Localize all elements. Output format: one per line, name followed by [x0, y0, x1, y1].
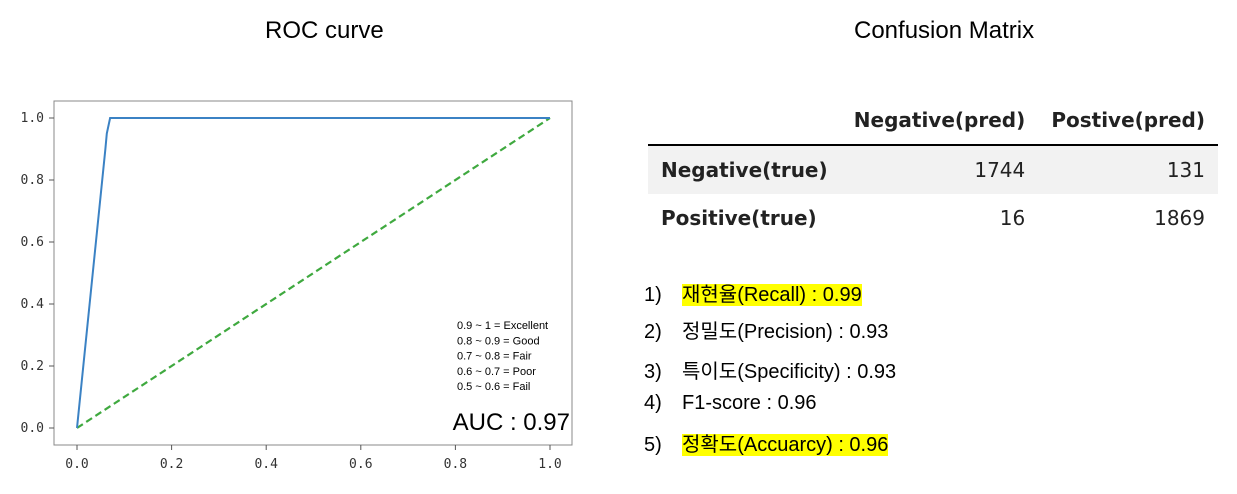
y-tick-label: 0.4	[21, 297, 45, 312]
y-tick-label: 0.8	[21, 173, 44, 188]
column-header: Postive(pred)	[1038, 96, 1218, 146]
confusion-matrix-table: Negative(pred) Postive(pred) Negative(tr…	[648, 96, 1218, 242]
roc-chart-title: ROC curve	[265, 17, 384, 44]
table-row: Positive(true) 16 1869	[648, 194, 1218, 242]
auc-scale-annotation: 0.7 ~ 0.8 = Fair	[457, 351, 532, 363]
auc-label: AUC : 0.97	[453, 409, 570, 436]
metric-number: 5)	[644, 434, 662, 456]
table-cell: 131	[1166, 158, 1205, 182]
roc-chart: 0.0 0.2 0.4 0.6 0.8 1.0 0.0 0.2 0.4 0.6 0.8 1.0 0.9…	[21, 100, 573, 472]
roc-curve-line	[76, 117, 550, 429]
metric-number: 1)	[644, 284, 662, 306]
metric-text: 재현율(Recall) : 0.99	[682, 284, 862, 306]
metric-item: 3) 특이도(Specificity) : 0.93	[644, 355, 896, 384]
metric-text: 특이도(Specificity) : 0.93	[682, 361, 897, 383]
metric-number: 3)	[644, 361, 662, 383]
metric-text: 정확도(Accuarcy) : 0.96	[682, 434, 889, 456]
x-tick-label: 0.8	[444, 457, 467, 472]
x-tick-label: 0.0	[65, 457, 88, 472]
metric-number: 4)	[644, 392, 662, 414]
auc-scale-annotation: 0.9 ~ 1 = Excellent	[457, 320, 548, 332]
x-tick-label: 0.6	[349, 457, 372, 472]
metric-number: 2)	[644, 321, 662, 343]
table-cell: 16	[999, 206, 1026, 230]
metric-text: F1-score : 0.96	[682, 392, 817, 414]
x-tick-label: 1.0	[538, 457, 561, 472]
y-tick-label: 0.0	[21, 421, 44, 436]
table-cell: 1744	[974, 158, 1026, 182]
table-header-row: Negative(pred) Postive(pred)	[648, 96, 1218, 146]
column-header: Negative(pred)	[840, 96, 1039, 146]
confusion-matrix-title: Confusion Matrix	[854, 17, 1035, 44]
auc-scale-annotation: 0.8 ~ 0.9 = Good	[457, 335, 540, 347]
corner-cell	[648, 96, 841, 146]
axis-ticks: 0.0 0.2 0.4 0.6 0.8 1.0 0.0 0.2 0.4 0.6 0.8 1.0	[21, 111, 562, 472]
y-tick-label: 0.2	[21, 359, 44, 374]
chart-lines	[76, 117, 551, 429]
row-header: Positive(true)	[661, 206, 817, 230]
x-tick-label: 0.4	[254, 457, 278, 472]
auc-scale-annotation: 0.5 ~ 0.6 = Fail	[457, 381, 530, 393]
metric-item: 2) 정밀도(Precision) : 0.93	[644, 315, 888, 344]
metric-item: 5) 정확도(Accuarcy) : 0.96	[644, 428, 889, 457]
metric-text: 정밀도(Precision) : 0.93	[682, 321, 889, 343]
table-row: Negative(true) 1744 131	[648, 145, 1218, 194]
table-cell: 1869	[1154, 206, 1205, 230]
x-tick-label: 0.2	[160, 457, 183, 472]
auc-legend-annotations: 0.9 ~ 1 = Excellent 0.8 ~ 0.9 = Good 0.7 ~…	[457, 320, 548, 393]
row-header: Negative(true)	[661, 158, 828, 182]
y-tick-label: 0.6	[21, 235, 44, 250]
diagonal-reference-line	[76, 117, 551, 429]
metric-item: 4) F1-score : 0.96	[644, 392, 817, 415]
y-tick-label: 1.0	[21, 111, 44, 126]
plot-frame	[53, 100, 573, 446]
metric-item: 1) 재현율(Recall) : 0.99	[644, 278, 862, 307]
auc-scale-annotation: 0.6 ~ 0.7 = Poor	[457, 366, 536, 378]
